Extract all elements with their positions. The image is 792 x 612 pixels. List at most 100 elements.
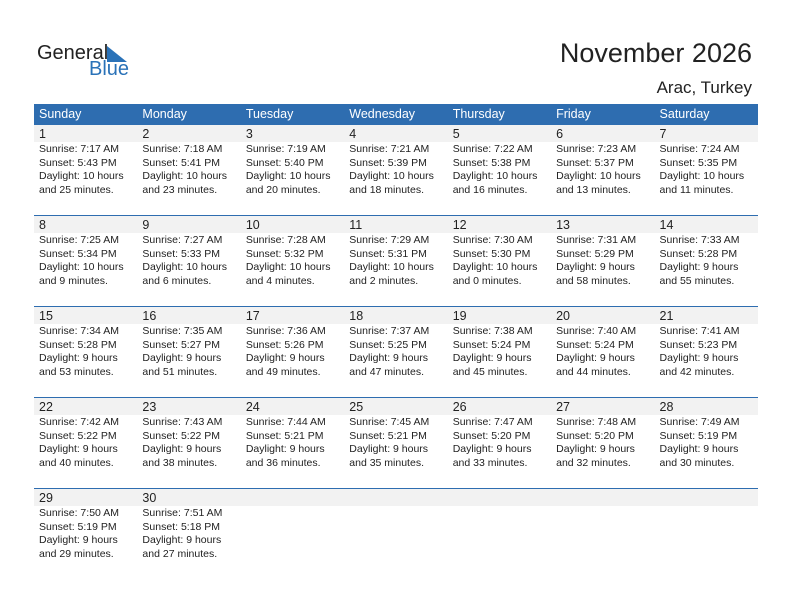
daylight-text: Daylight: 10 hours: [659, 170, 745, 183]
sunset-text: Sunset: 5:28 PM: [659, 247, 738, 260]
date-band: [34, 398, 758, 415]
sunset-text: Sunset: 5:22 PM: [39, 429, 117, 442]
day-cell: 10 Sunrise: 7:28 AM Sunset: 5:32 PM Dayligh…: [241, 216, 344, 306]
day-cell: 1 Sunrise: 7:17 AM Sunset: 5:43 PM Daylight…: [34, 125, 137, 215]
week-row: 22 Sunrise: 7:42 AM Sunset: 5:22 PM Dayligh…: [34, 397, 758, 488]
daylight-minutes-text: and 49 minutes.: [245, 365, 321, 378]
sunset-text: Sunset: 5:21 PM: [349, 429, 427, 442]
sunset-text: Sunset: 5:18 PM: [142, 520, 221, 533]
day-number: 25: [349, 400, 364, 414]
calendar-grid: 1 Sunrise: 7:17 AM Sunset: 5:43 PM Daylight…: [34, 125, 758, 579]
daylight-minutes-text: and 18 minutes.: [349, 183, 424, 196]
daylight-text: Daylight: 9 hours: [245, 443, 325, 456]
day-number: 3: [245, 127, 253, 141]
daylight-minutes-text: and 32 minutes.: [556, 456, 631, 469]
sunrise-text: Sunrise: 7:38 AM: [452, 325, 533, 337]
day-cell: 22 Sunrise: 7:42 AM Sunset: 5:22 PM Dayligh…: [34, 398, 137, 488]
daylight-minutes-text: and 33 minutes.: [452, 456, 528, 469]
day-number: 16: [142, 309, 157, 323]
day-cell: 15 Sunrise: 7:34 AM Sunset: 5:28 PM Dayligh…: [34, 307, 137, 397]
daylight-text: Daylight: 9 hours: [245, 352, 325, 365]
day-cell: 23 Sunrise: 7:43 AM Sunset: 5:22 PM Dayligh…: [137, 398, 240, 488]
sunset-text: Sunset: 5:35 PM: [659, 156, 738, 169]
day-cell: 4 Sunrise: 7:21 AM Sunset: 5:39 PM Daylight…: [344, 125, 447, 215]
date-band: [34, 489, 758, 506]
day-number: 6: [556, 127, 564, 141]
daylight-minutes-text: and 51 minutes.: [142, 365, 218, 378]
day-cell: 9 Sunrise: 7:27 AM Sunset: 5:33 PM Daylight…: [137, 216, 240, 306]
sunset-text: Sunset: 5:26 PM: [245, 338, 324, 351]
sunrise-text: Sunrise: 7:27 AM: [142, 234, 223, 246]
daylight-minutes-text: and 6 minutes.: [142, 274, 212, 287]
daylight-minutes-text: and 27 minutes.: [142, 547, 218, 560]
day-cell: 24 Sunrise: 7:44 AM Sunset: 5:21 PM Dayligh…: [241, 398, 344, 488]
daylight-minutes-text: and 40 minutes.: [39, 456, 114, 469]
daylight-minutes-text: and 29 minutes.: [39, 547, 114, 560]
logo-triangle-icon: [107, 46, 127, 62]
sunset-text: Sunset: 5:30 PM: [452, 247, 531, 260]
weekday-header: Sunday Monday Tuesday Wednesday Thursday Frid…: [34, 104, 758, 125]
sunrise-text: Sunrise: 7:45 AM: [349, 416, 430, 428]
week-row: 1 Sunrise: 7:17 AM Sunset: 5:43 PM Daylight…: [34, 125, 758, 215]
sunrise-text: Sunrise: 7:29 AM: [349, 234, 430, 246]
date-band: [34, 307, 758, 324]
sunrise-text: Sunrise: 7:28 AM: [245, 234, 326, 246]
day-cell: 7 Sunrise: 7:24 AM Sunset: 5:35 PM Daylight…: [655, 125, 758, 215]
sunset-text: Sunset: 5:21 PM: [245, 429, 324, 442]
sunrise-text: Sunrise: 7:42 AM: [39, 416, 119, 428]
daylight-text: Daylight: 9 hours: [452, 443, 532, 456]
daylight-text: Daylight: 9 hours: [659, 261, 739, 274]
daylight-text: Daylight: 9 hours: [349, 443, 429, 456]
day-number: 7: [659, 127, 667, 141]
daylight-text: Daylight: 9 hours: [39, 352, 118, 365]
date-band: [34, 125, 758, 142]
sunset-text: Sunset: 5:25 PM: [349, 338, 427, 351]
weekday-sunday: Sunday: [39, 107, 82, 121]
day-cell: 5 Sunrise: 7:22 AM Sunset: 5:38 PM Daylight…: [448, 125, 551, 215]
day-cell: 12 Sunrise: 7:30 AM Sunset: 5:30 PM Dayligh…: [448, 216, 551, 306]
day-number: 10: [245, 218, 260, 232]
day-number: 1: [39, 127, 46, 141]
day-number: 23: [142, 400, 157, 414]
sunrise-text: Sunrise: 7:36 AM: [245, 325, 326, 337]
day-cell: 25 Sunrise: 7:45 AM Sunset: 5:21 PM Dayligh…: [344, 398, 447, 488]
sunset-text: Sunset: 5:22 PM: [142, 429, 221, 442]
weekday-monday: Monday: [142, 107, 187, 121]
weekday-saturday: Saturday: [659, 107, 710, 121]
day-cell: 14 Sunrise: 7:33 AM Sunset: 5:28 PM Dayligh…: [655, 216, 758, 306]
sunrise-text: Sunrise: 7:50 AM: [39, 507, 119, 519]
daylight-minutes-text: and 44 minutes.: [556, 365, 631, 378]
sunset-text: Sunset: 5:43 PM: [39, 156, 117, 169]
day-cell: 11 Sunrise: 7:29 AM Sunset: 5:31 PM Dayligh…: [344, 216, 447, 306]
day-number: 21: [659, 309, 674, 323]
weekday-thursday: Thursday: [452, 107, 505, 121]
sunset-text: Sunset: 5:24 PM: [452, 338, 531, 351]
day-cell: 18 Sunrise: 7:37 AM Sunset: 5:25 PM Dayligh…: [344, 307, 447, 397]
daylight-text: Daylight: 9 hours: [142, 534, 222, 547]
day-number: 9: [142, 218, 150, 232]
day-number: 15: [39, 309, 53, 323]
week-row: 29 Sunrise: 7:50 AM Sunset: 5:19 PM Dayligh…: [34, 488, 758, 579]
daylight-text: Daylight: 10 hours: [245, 170, 331, 183]
day-number: 14: [659, 218, 674, 232]
sunrise-text: Sunrise: 7:43 AM: [142, 416, 223, 428]
sunrise-text: Sunrise: 7:24 AM: [659, 143, 740, 155]
daylight-text: Daylight: 10 hours: [142, 261, 228, 274]
page-title: November 2026: [559, 38, 752, 68]
sunrise-text: Sunrise: 7:34 AM: [39, 325, 119, 337]
daylight-text: Daylight: 9 hours: [142, 352, 222, 365]
day-number: 11: [349, 218, 363, 232]
sunrise-text: Sunrise: 7:23 AM: [556, 143, 637, 155]
daylight-text: Daylight: 9 hours: [659, 352, 739, 365]
daylight-minutes-text: and 45 minutes.: [452, 365, 528, 378]
daylight-minutes-text: and 38 minutes.: [142, 456, 218, 469]
daylight-text: Daylight: 10 hours: [142, 170, 228, 183]
daylight-text: Daylight: 10 hours: [452, 170, 538, 183]
logo-general: General: [37, 42, 109, 64]
sunset-text: Sunset: 5:34 PM: [39, 247, 117, 260]
day-number: 22: [39, 400, 53, 414]
sunset-text: Sunset: 5:31 PM: [349, 247, 427, 260]
daylight-minutes-text: and 58 minutes.: [556, 274, 631, 287]
daylight-minutes-text: and 2 minutes.: [349, 274, 419, 287]
